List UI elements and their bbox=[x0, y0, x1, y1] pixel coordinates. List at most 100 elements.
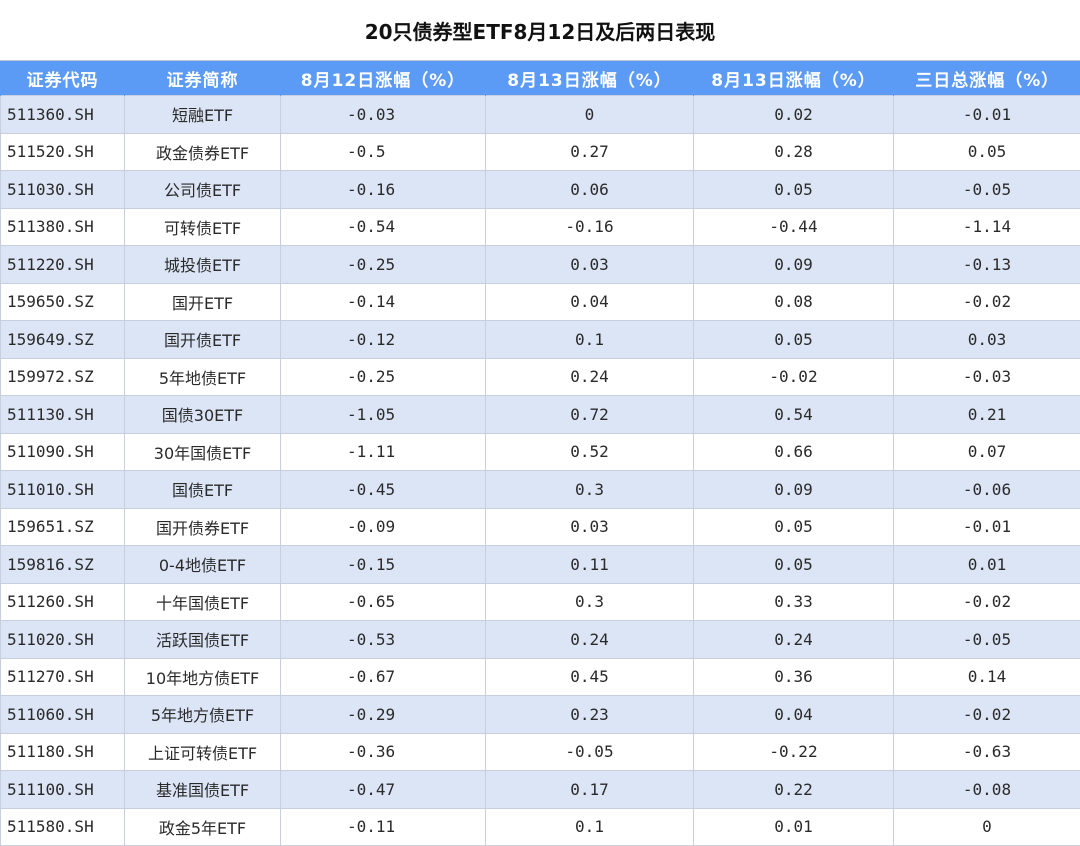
cell-code: 511020.SH bbox=[1, 621, 125, 659]
cell-change-aug13: -0.16 bbox=[486, 208, 694, 246]
cell-change-aug12: -0.29 bbox=[281, 696, 486, 734]
cell-three-day-total: 0.07 bbox=[894, 433, 1080, 471]
cell-change-aug13-second: 0.36 bbox=[694, 658, 894, 696]
cell-change-aug13: 0.52 bbox=[486, 433, 694, 471]
cell-name: 30年国债ETF bbox=[125, 433, 281, 471]
cell-three-day-total: 0.21 bbox=[894, 396, 1080, 434]
cell-name: 活跃国债ETF bbox=[125, 621, 281, 659]
table-title: 20只债券型ETF8月12日及后两日表现 bbox=[0, 0, 1080, 61]
cell-change-aug13-second: 0.54 bbox=[694, 396, 894, 434]
cell-name: 基准国债ETF bbox=[125, 771, 281, 809]
cell-change-aug12: -0.25 bbox=[281, 358, 486, 396]
cell-three-day-total: -0.13 bbox=[894, 246, 1080, 284]
cell-code: 159816.SZ bbox=[1, 546, 125, 584]
cell-change-aug13-second: 0.28 bbox=[694, 133, 894, 171]
cell-code: 511360.SH bbox=[1, 96, 125, 134]
cell-name: 公司债ETF bbox=[125, 171, 281, 209]
cell-three-day-total: -0.02 bbox=[894, 583, 1080, 621]
cell-name: 国债ETF bbox=[125, 471, 281, 509]
cell-code: 511100.SH bbox=[1, 771, 125, 809]
cell-three-day-total: -0.03 bbox=[894, 358, 1080, 396]
cell-three-day-total: -0.02 bbox=[894, 283, 1080, 321]
cell-change-aug13-second: 0.66 bbox=[694, 433, 894, 471]
cell-code: 511010.SH bbox=[1, 471, 125, 509]
cell-name: 政金5年ETF bbox=[125, 808, 281, 846]
cell-change-aug12: -0.12 bbox=[281, 321, 486, 359]
cell-code: 159649.SZ bbox=[1, 321, 125, 359]
cell-change-aug13-second: 0.22 bbox=[694, 771, 894, 809]
cell-change-aug13: 0.03 bbox=[486, 508, 694, 546]
cell-code: 511030.SH bbox=[1, 171, 125, 209]
cell-change-aug13-second: -0.44 bbox=[694, 208, 894, 246]
cell-code: 511060.SH bbox=[1, 696, 125, 734]
cell-code: 159650.SZ bbox=[1, 283, 125, 321]
header-name: 证券简称 bbox=[125, 61, 281, 96]
cell-name: 短融ETF bbox=[125, 96, 281, 134]
cell-code: 159972.SZ bbox=[1, 358, 125, 396]
cell-change-aug13: 0.23 bbox=[486, 696, 694, 734]
header-code: 证券代码 bbox=[1, 61, 125, 96]
cell-code: 511090.SH bbox=[1, 433, 125, 471]
cell-change-aug13-second: 0.33 bbox=[694, 583, 894, 621]
cell-code: 511260.SH bbox=[1, 583, 125, 621]
cell-change-aug13: 0.11 bbox=[486, 546, 694, 584]
cell-name: 城投债ETF bbox=[125, 246, 281, 284]
cell-name: 0-4地债ETF bbox=[125, 546, 281, 584]
cell-three-day-total: -0.05 bbox=[894, 171, 1080, 209]
cell-change-aug12: -0.15 bbox=[281, 546, 486, 584]
cell-three-day-total: -0.05 bbox=[894, 621, 1080, 659]
cell-name: 上证可转债ETF bbox=[125, 733, 281, 771]
cell-change-aug13-second: 0.24 bbox=[694, 621, 894, 659]
cell-change-aug13: 0.3 bbox=[486, 583, 694, 621]
cell-change-aug13-second: 0.02 bbox=[694, 96, 894, 134]
cell-change-aug12: -0.36 bbox=[281, 733, 486, 771]
cell-change-aug12: -0.53 bbox=[281, 621, 486, 659]
cell-code: 511130.SH bbox=[1, 396, 125, 434]
cell-change-aug12: -0.65 bbox=[281, 583, 486, 621]
cell-code: 511520.SH bbox=[1, 133, 125, 171]
cell-code: 511180.SH bbox=[1, 733, 125, 771]
cell-code: 159651.SZ bbox=[1, 508, 125, 546]
cell-change-aug13: 0.24 bbox=[486, 358, 694, 396]
cell-change-aug13: 0 bbox=[486, 96, 694, 134]
cell-change-aug13: 0.3 bbox=[486, 471, 694, 509]
header-change-aug13-second: 8月13日涨幅（%） bbox=[694, 61, 894, 96]
cell-change-aug13: 0.24 bbox=[486, 621, 694, 659]
cell-name: 政金债券ETF bbox=[125, 133, 281, 171]
cell-change-aug12: -0.54 bbox=[281, 208, 486, 246]
cell-change-aug13-second: 0.05 bbox=[694, 321, 894, 359]
cell-change-aug13-second: 0.05 bbox=[694, 546, 894, 584]
cell-three-day-total: -0.01 bbox=[894, 96, 1080, 134]
cell-change-aug12: -0.09 bbox=[281, 508, 486, 546]
cell-change-aug12: -0.45 bbox=[281, 471, 486, 509]
cell-three-day-total: 0.03 bbox=[894, 321, 1080, 359]
cell-change-aug13-second: 0.05 bbox=[694, 508, 894, 546]
cell-change-aug13-second: 0.08 bbox=[694, 283, 894, 321]
cell-change-aug12: -0.47 bbox=[281, 771, 486, 809]
cell-change-aug12: -0.16 bbox=[281, 171, 486, 209]
cell-name: 5年地债ETF bbox=[125, 358, 281, 396]
cell-change-aug12: -0.14 bbox=[281, 283, 486, 321]
cell-change-aug13: 0.72 bbox=[486, 396, 694, 434]
cell-three-day-total: -0.63 bbox=[894, 733, 1080, 771]
cell-three-day-total: -0.01 bbox=[894, 508, 1080, 546]
cell-change-aug13-second: 0.05 bbox=[694, 171, 894, 209]
cell-name: 国开ETF bbox=[125, 283, 281, 321]
cell-change-aug13: -0.05 bbox=[486, 733, 694, 771]
cell-change-aug13-second: 0.04 bbox=[694, 696, 894, 734]
cell-change-aug12: -0.03 bbox=[281, 96, 486, 134]
cell-change-aug13: 0.17 bbox=[486, 771, 694, 809]
cell-code: 511270.SH bbox=[1, 658, 125, 696]
